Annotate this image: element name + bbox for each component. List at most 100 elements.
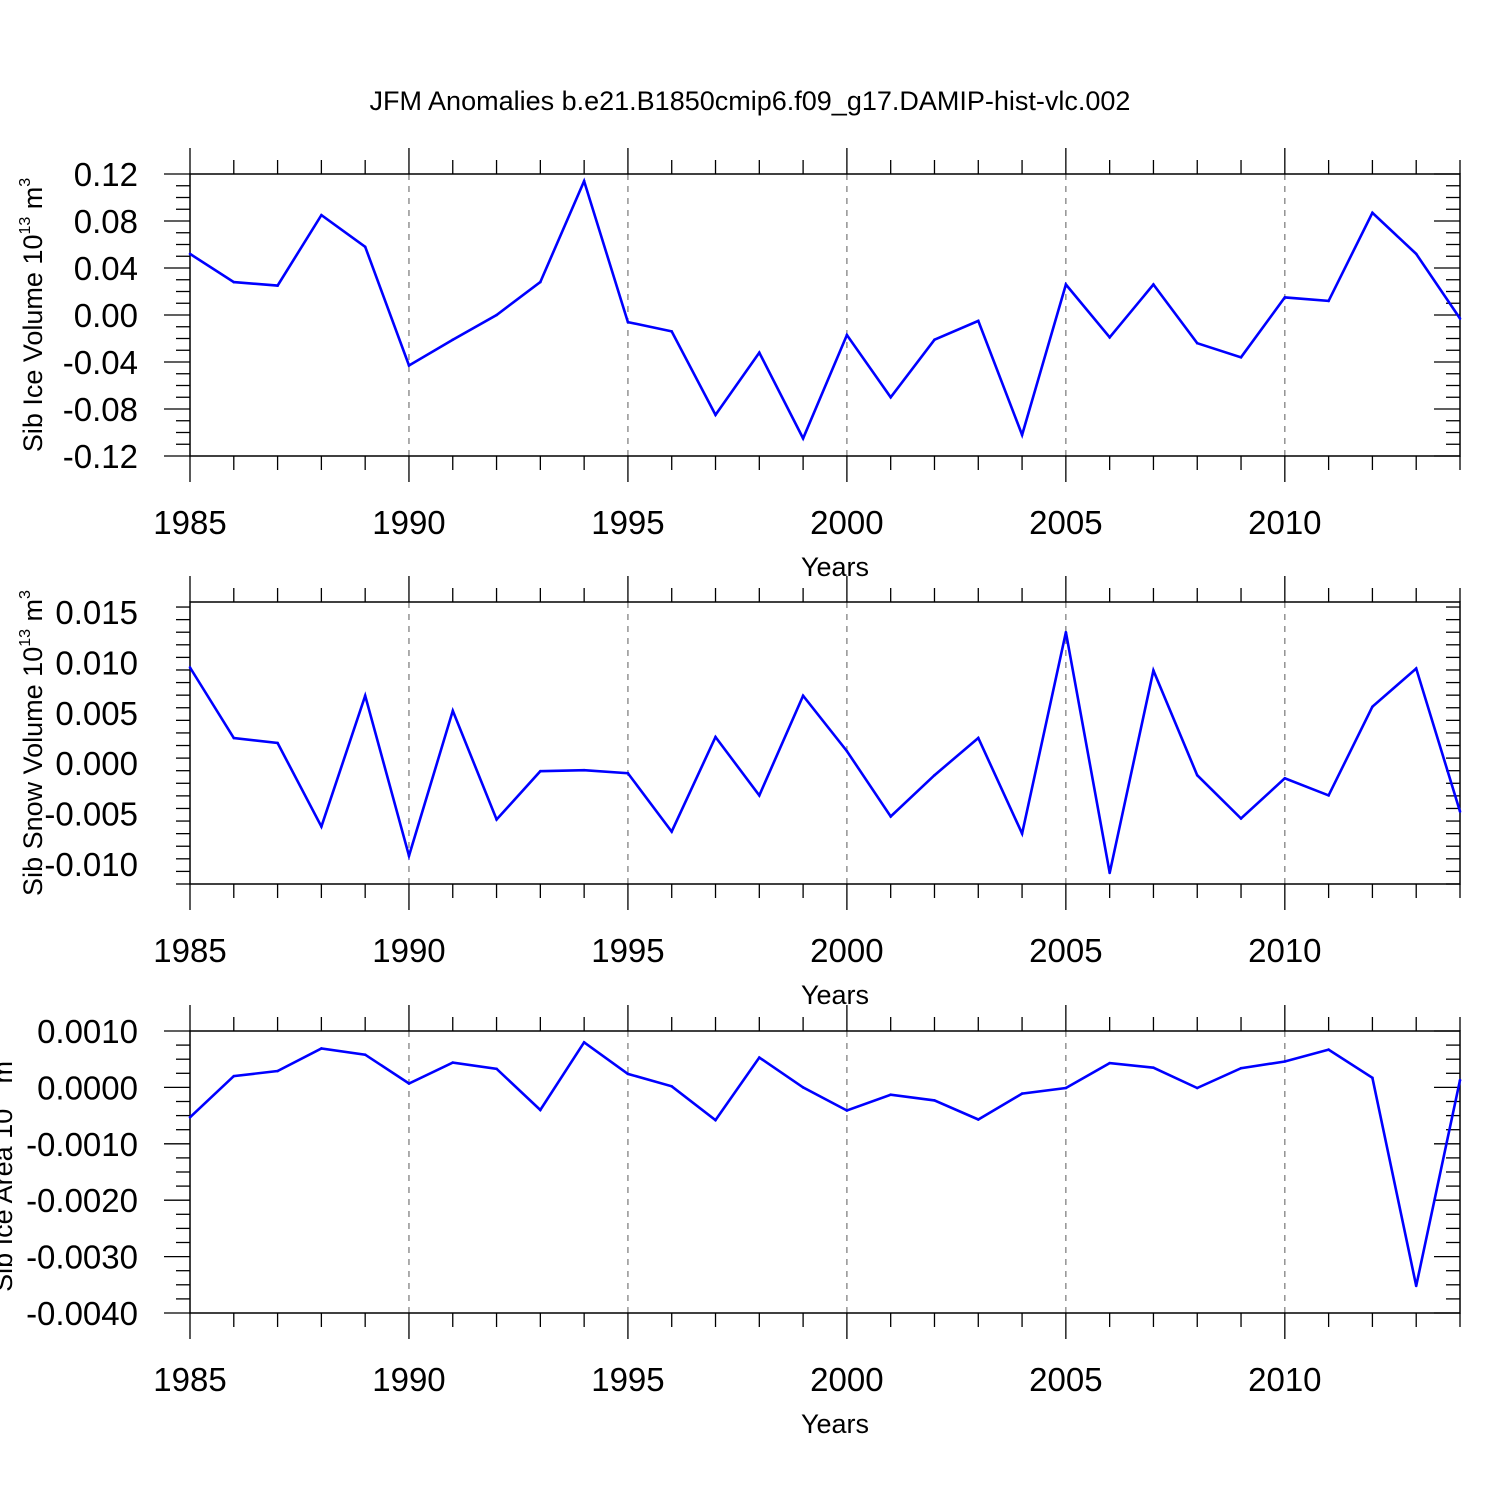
data-point bbox=[1108, 1061, 1111, 1065]
x-tick-label: 1985 bbox=[153, 932, 226, 969]
data-point bbox=[1020, 433, 1024, 437]
data-point bbox=[276, 284, 279, 287]
data-point bbox=[1108, 336, 1111, 339]
y-axis-label-unit-exponent: 2 bbox=[0, 1052, 4, 1061]
data-point bbox=[889, 1093, 892, 1097]
data-point bbox=[1283, 776, 1287, 780]
data-point bbox=[1414, 667, 1418, 670]
x-tick-label: 2005 bbox=[1029, 932, 1102, 969]
y-tick-label: 0.015 bbox=[55, 594, 138, 631]
data-point bbox=[276, 741, 279, 745]
y-tick-label: 0.12 bbox=[74, 156, 138, 193]
x-axis-label: Years bbox=[801, 1409, 869, 1439]
data-point bbox=[1458, 810, 1462, 813]
data-point bbox=[582, 1040, 586, 1044]
y-tick-label: -0.005 bbox=[44, 796, 138, 833]
y-tick-label: 0.0010 bbox=[37, 1013, 138, 1050]
data-point bbox=[1283, 296, 1287, 299]
data-point bbox=[232, 1074, 236, 1078]
y-axis-label-exponent: 13 bbox=[17, 629, 34, 647]
x-tick-label: 2000 bbox=[810, 932, 883, 969]
data-point bbox=[539, 280, 542, 284]
data-point bbox=[1327, 1048, 1330, 1051]
data-point bbox=[976, 1118, 980, 1121]
data-point bbox=[407, 364, 411, 367]
x-tick-label: 1995 bbox=[591, 1361, 664, 1398]
y-axis-label-unit-exponent: 3 bbox=[17, 590, 34, 599]
data-point bbox=[1239, 817, 1243, 820]
y-tick-label: -0.0040 bbox=[26, 1295, 138, 1332]
data-point bbox=[801, 437, 805, 440]
y-tick-label: -0.0030 bbox=[26, 1239, 138, 1276]
x-tick-label: 2000 bbox=[810, 504, 883, 541]
data-point bbox=[670, 1084, 674, 1088]
panel-middle: 1985 1990 1995 2000 2005 2010 Years 0.015 0.010 0… bbox=[17, 576, 1462, 1010]
data-point bbox=[1371, 1076, 1374, 1080]
data-point bbox=[1283, 1060, 1287, 1063]
data-point bbox=[1458, 1078, 1462, 1082]
y-axis-label: Sib Ice Volume 1013 m3 bbox=[17, 178, 48, 452]
series-line bbox=[188, 631, 1462, 874]
panels-group: 1985 1990 1995 2000 2005 2010 Years 0.12 0.08 0.0… bbox=[0, 148, 1462, 1439]
y-axis-label-text: Sib Ice Volume 10 bbox=[18, 235, 48, 453]
data-point bbox=[539, 769, 542, 773]
x-tick-label: 1990 bbox=[372, 932, 445, 969]
data-point bbox=[1108, 871, 1111, 875]
y-tick-label: 0.00 bbox=[74, 297, 138, 334]
data-point bbox=[232, 736, 236, 740]
y-axis-label-exponent: 13 bbox=[0, 1091, 4, 1109]
data-point bbox=[1195, 773, 1199, 777]
data-point bbox=[539, 1108, 542, 1112]
data-point bbox=[451, 1061, 455, 1064]
data-point bbox=[495, 313, 498, 317]
data-point bbox=[1371, 211, 1374, 215]
data-point bbox=[232, 280, 236, 284]
data-point bbox=[188, 666, 192, 669]
y-axis-label-exponent: 13 bbox=[17, 217, 34, 235]
data-point bbox=[276, 1069, 279, 1073]
y-axis-label-unit: m bbox=[0, 1061, 18, 1091]
data-point bbox=[582, 179, 586, 183]
y-tick-label: 0.0000 bbox=[37, 1069, 138, 1106]
y-axis-label-group: Sib Snow Volume 1013 m3 bbox=[17, 590, 48, 896]
y-axis-label: Sib Ice Area 1013 m2 bbox=[0, 1052, 18, 1292]
data-point bbox=[801, 694, 805, 697]
y-tick-label: 0.005 bbox=[55, 695, 138, 732]
data-point bbox=[1414, 252, 1418, 256]
series-line bbox=[189, 1040, 1462, 1287]
data-point bbox=[1020, 832, 1024, 835]
y-tick-label: -0.04 bbox=[63, 344, 138, 381]
y-axis-label-group: Sib Ice Area 1013 m2 bbox=[0, 1052, 18, 1292]
data-point bbox=[933, 773, 936, 777]
y-axis-label-text: Sib Snow Volume 10 bbox=[18, 647, 48, 896]
data-point bbox=[363, 245, 367, 249]
data-point bbox=[1458, 317, 1462, 320]
y-axis-label-unit: m bbox=[18, 187, 48, 217]
data-point bbox=[1064, 630, 1068, 634]
y-tick-label: -0.12 bbox=[63, 438, 138, 475]
x-tick-label: 1985 bbox=[153, 1361, 226, 1398]
data-point bbox=[363, 1053, 367, 1056]
data-point bbox=[188, 1115, 192, 1119]
data-point bbox=[320, 213, 323, 217]
data-point bbox=[1152, 283, 1155, 286]
y-axis-label: Sib Snow Volume 1013 m3 bbox=[17, 590, 48, 896]
x-axis-label: Years bbox=[801, 552, 869, 582]
data-point bbox=[363, 694, 367, 697]
data-point bbox=[714, 1118, 717, 1122]
data-point bbox=[495, 1067, 498, 1071]
y-tick-label: -0.010 bbox=[44, 846, 138, 883]
data-point bbox=[845, 1109, 849, 1112]
data-point bbox=[670, 330, 674, 333]
x-tick-label: 2010 bbox=[1248, 1361, 1321, 1398]
x-tick-label: 2005 bbox=[1029, 504, 1102, 541]
data-point bbox=[758, 1056, 761, 1059]
x-tick-label: 1995 bbox=[591, 504, 664, 541]
data-point bbox=[495, 818, 498, 821]
data-point bbox=[933, 338, 936, 341]
x-tick-label: 2010 bbox=[1248, 504, 1321, 541]
panel-bottom: 1985 1990 1995 2000 2005 2010 Years 0.0010 0.000… bbox=[0, 1005, 1462, 1439]
data-point bbox=[976, 736, 980, 740]
